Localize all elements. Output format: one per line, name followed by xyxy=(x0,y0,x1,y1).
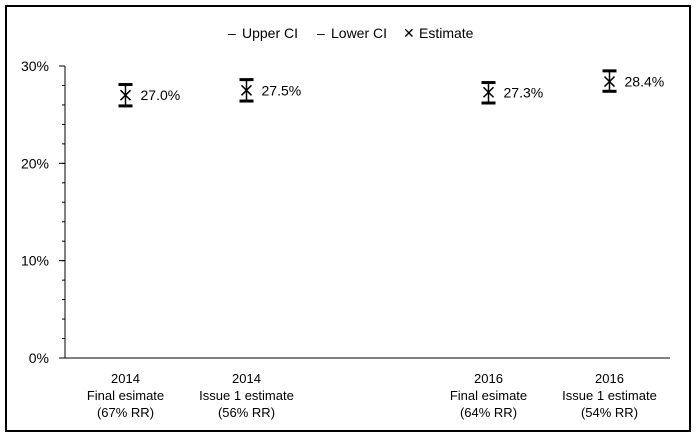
estimate-marker xyxy=(240,84,253,96)
y-tick-label: 30% xyxy=(21,58,49,74)
data-label: 28.4% xyxy=(625,74,665,90)
x-category-label: (67% RR) xyxy=(97,405,154,420)
legend-label: Lower CI xyxy=(331,25,387,41)
x-category-label: 2016 xyxy=(474,371,503,386)
chart-frame xyxy=(5,5,691,432)
data-point: 28.4% xyxy=(602,69,665,93)
x-category-label: Final esimate xyxy=(87,388,164,403)
data-point: 27.0% xyxy=(118,82,181,108)
legend-symbol: – xyxy=(228,25,236,41)
x-category-label: 2014 xyxy=(111,371,140,386)
x-category-label: Issue 1 estimate xyxy=(199,388,294,403)
data-label: 27.3% xyxy=(504,84,544,100)
data-label: 27.0% xyxy=(141,87,181,103)
data-point: 27.5% xyxy=(239,78,302,103)
x-axis-labels: 2014 Final esimate (67% RR) 2014 Issue 1 est… xyxy=(87,371,657,420)
x-category-label: Final esimate xyxy=(450,388,527,403)
estimate-marker xyxy=(119,89,132,101)
data-label: 27.5% xyxy=(262,82,302,98)
legend-label: Upper CI xyxy=(242,25,298,41)
y-tick-label: 10% xyxy=(21,253,49,269)
x-category-label: 2016 xyxy=(595,371,624,386)
x-category-label: (64% RR) xyxy=(460,405,517,420)
chart-marks: 27.0% 27.5% 27.3% 28.4% xyxy=(118,69,665,108)
legend-label: Estimate xyxy=(419,25,474,41)
legend: – Upper CI – Lower CI ✕ Estimate xyxy=(228,25,474,41)
estimate-marker xyxy=(603,76,616,88)
y-tick-label: 20% xyxy=(21,155,49,171)
x-category-label: 2014 xyxy=(232,371,261,386)
x-category-label: (54% RR) xyxy=(581,405,638,420)
data-point: 27.3% xyxy=(481,81,544,105)
legend-symbol: – xyxy=(317,25,325,41)
legend-symbol: ✕ xyxy=(403,25,415,41)
x-category-label: (56% RR) xyxy=(218,405,275,420)
y-axis: 0% 10% 20% 30% xyxy=(21,58,670,366)
estimate-marker xyxy=(482,86,495,98)
x-category-label: Issue 1 estimate xyxy=(562,388,657,403)
y-tick-label: 0% xyxy=(29,350,49,366)
